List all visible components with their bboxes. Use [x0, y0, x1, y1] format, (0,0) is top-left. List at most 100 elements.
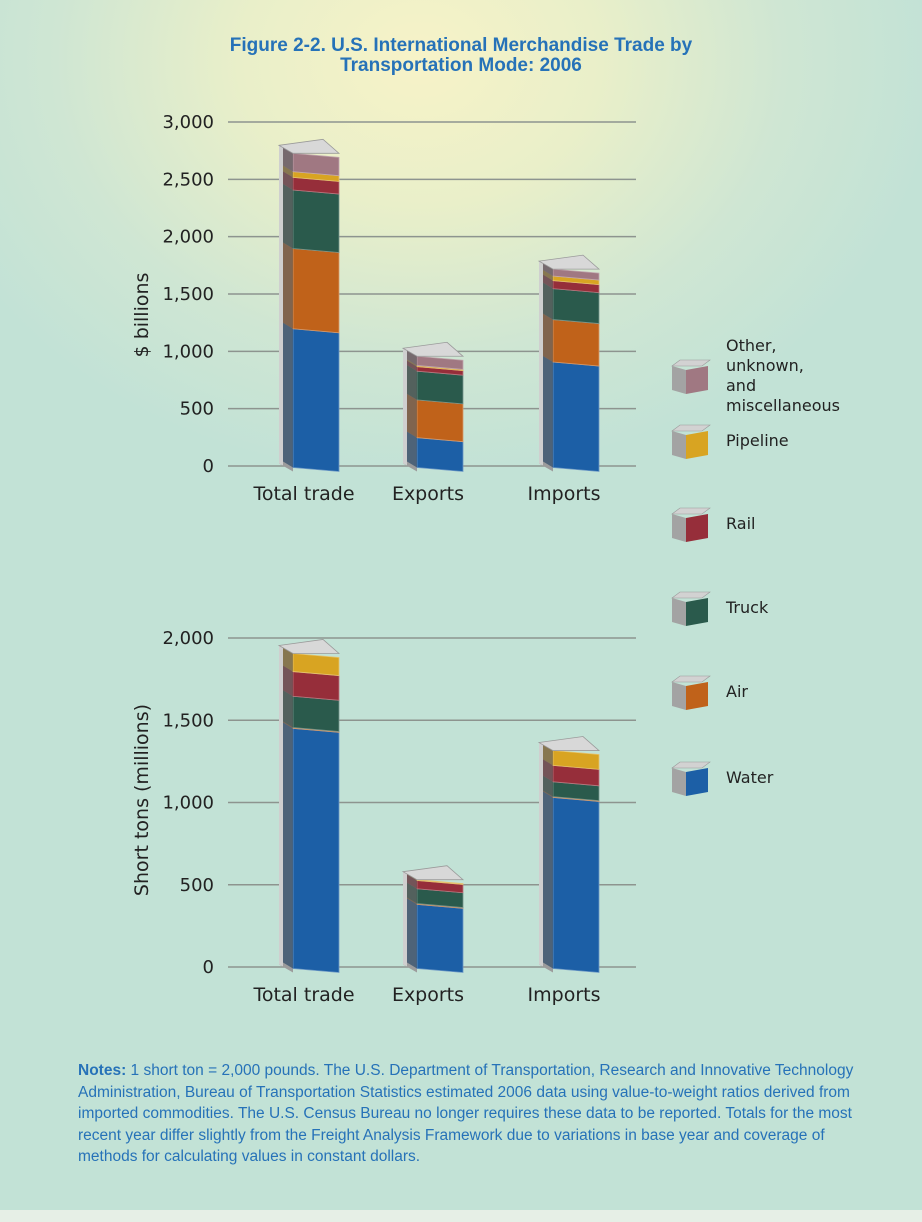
- bar-segment-side-rail: [283, 171, 293, 191]
- bar-segment-side-water: [283, 322, 293, 468]
- bar-segment-side-water: [407, 898, 417, 969]
- legend-swatch: [671, 507, 711, 542]
- legend-swatch: [671, 424, 711, 459]
- y-tick-label: 1,000: [162, 341, 214, 362]
- bar-exports: [401, 865, 465, 973]
- bar-top-cap: [401, 865, 465, 881]
- bar-side-highlight: [539, 742, 543, 967]
- legend-swatch: [671, 591, 711, 626]
- bar-top-cap: [277, 138, 341, 154]
- legend-swatch: [671, 359, 711, 394]
- y-tick-label: 1,500: [162, 710, 214, 731]
- bar-side-highlight: [279, 145, 283, 466]
- bar-segment-side-pipeline: [543, 744, 553, 766]
- bottom-bar: [0, 1210, 922, 1222]
- bar-segment-side-air: [283, 721, 293, 729]
- bar-segment-water: [416, 903, 464, 973]
- bar-segment-side-rail: [407, 874, 417, 889]
- bar-segment-side-water: [543, 356, 553, 468]
- bar-segment-side-air: [407, 897, 417, 905]
- bar-segment-rail: [292, 671, 340, 701]
- bar-exports: [401, 341, 465, 472]
- bar-segment-side-water: [543, 791, 553, 969]
- figure-title-line-2: Transportation Mode: 2006: [340, 55, 582, 76]
- x-category-label: Imports: [528, 483, 601, 505]
- bar-segment-side-truck: [543, 282, 553, 320]
- y-axis-label: Short tons (millions): [131, 704, 153, 896]
- bar-segment-side-other-unknown-and-miscellaneous: [543, 263, 553, 277]
- bar-segment-side-other-unknown-and-miscellaneous: [283, 147, 293, 172]
- y-tick-label: 1,500: [162, 284, 214, 305]
- bar-segment-side-rail: [407, 360, 417, 372]
- y-tick-label: 0: [203, 957, 214, 978]
- bar-segment-side-rail: [543, 759, 553, 782]
- bar-imports: [537, 254, 601, 472]
- x-category-label: Total trade: [252, 483, 354, 505]
- legend-label: Rail: [726, 514, 756, 533]
- bar-segment-side-rail: [543, 274, 553, 289]
- bar-segment-side-other-unknown-and-miscellaneous: [407, 350, 417, 366]
- bar-segment-side-pipeline: [543, 270, 553, 281]
- legend-label: Pipeline: [726, 431, 789, 450]
- x-category-label: Imports: [528, 984, 601, 1006]
- legend-item-other-unknown-and-miscellaneous: Other, unknown, and miscellaneous: [668, 336, 840, 416]
- bar-segment-side-truck: [407, 365, 417, 400]
- y-tick-label: 1,000: [162, 793, 214, 814]
- notes: Notes: 1 short ton = 2,000 pounds. The U…: [78, 1060, 858, 1168]
- legend-swatch: [671, 675, 711, 710]
- legend-label: Truck: [726, 598, 769, 617]
- legend-swatch: [671, 761, 711, 796]
- x-category-label: Exports: [392, 483, 464, 505]
- y-tick-label: 2,000: [162, 628, 214, 649]
- bar-side-highlight: [403, 871, 407, 967]
- bar-segment-side-air: [543, 790, 553, 798]
- y-tick-label: 3,000: [162, 112, 214, 133]
- y-tick-label: 500: [180, 399, 214, 420]
- bar-segment-side-truck: [407, 882, 417, 904]
- bar-side-highlight: [403, 348, 407, 466]
- bar-segment-side-truck: [543, 775, 553, 797]
- bar-total-trade: [277, 639, 341, 973]
- legend-item-pipeline: Pipeline: [668, 423, 789, 459]
- bar-top-cap: [277, 639, 341, 654]
- legend-item-rail: Rail: [668, 506, 755, 542]
- bar-segment-water: [552, 796, 600, 973]
- notes-label: Notes:: [78, 1062, 127, 1079]
- bar-segment-truck: [292, 695, 340, 732]
- y-tick-label: 500: [180, 875, 214, 896]
- bar-segment-side-air: [283, 242, 293, 329]
- bar-segment-side-air: [407, 393, 417, 438]
- bar-segment-pipeline: [292, 653, 340, 677]
- bar-top-cap: [401, 341, 465, 357]
- bar-segment-side-pipeline: [283, 165, 293, 178]
- y-axis-label: $ billions: [131, 273, 153, 358]
- bar-side-highlight: [539, 261, 543, 466]
- bar-segment-side-pipeline: [407, 359, 417, 367]
- bar-segment-side-truck: [283, 184, 293, 249]
- figure-title: Figure 2-2. U.S. International Merchandi…: [0, 36, 922, 76]
- legend-label: Air: [726, 682, 748, 701]
- x-category-label: Total trade: [252, 984, 354, 1006]
- legend-label: Water: [726, 768, 774, 787]
- bar-top-cap: [537, 736, 601, 751]
- bar-segment-side-air: [543, 313, 553, 363]
- bar-side-highlight: [279, 645, 283, 967]
- bar-segment-side-water: [407, 431, 417, 468]
- x-category-label: Exports: [392, 984, 464, 1006]
- bar-top-cap: [537, 254, 601, 270]
- bar-imports: [537, 736, 601, 973]
- bar-segment-side-pipeline: [283, 647, 293, 672]
- legend-item-truck: Truck: [668, 590, 768, 626]
- y-tick-label: 0: [203, 456, 214, 477]
- legend-item-water: Water: [668, 760, 773, 796]
- bar-segment-water: [292, 727, 340, 973]
- legend-item-air: Air: [668, 674, 748, 710]
- legend-label: Other, unknown, and miscellaneous: [726, 336, 840, 415]
- notes-text: 1 short ton = 2,000 pounds. The U.S. Dep…: [78, 1062, 854, 1165]
- bar-total-trade: [277, 138, 341, 472]
- bar-segment-side-water: [283, 722, 293, 969]
- bar-segment-side-rail: [283, 665, 293, 697]
